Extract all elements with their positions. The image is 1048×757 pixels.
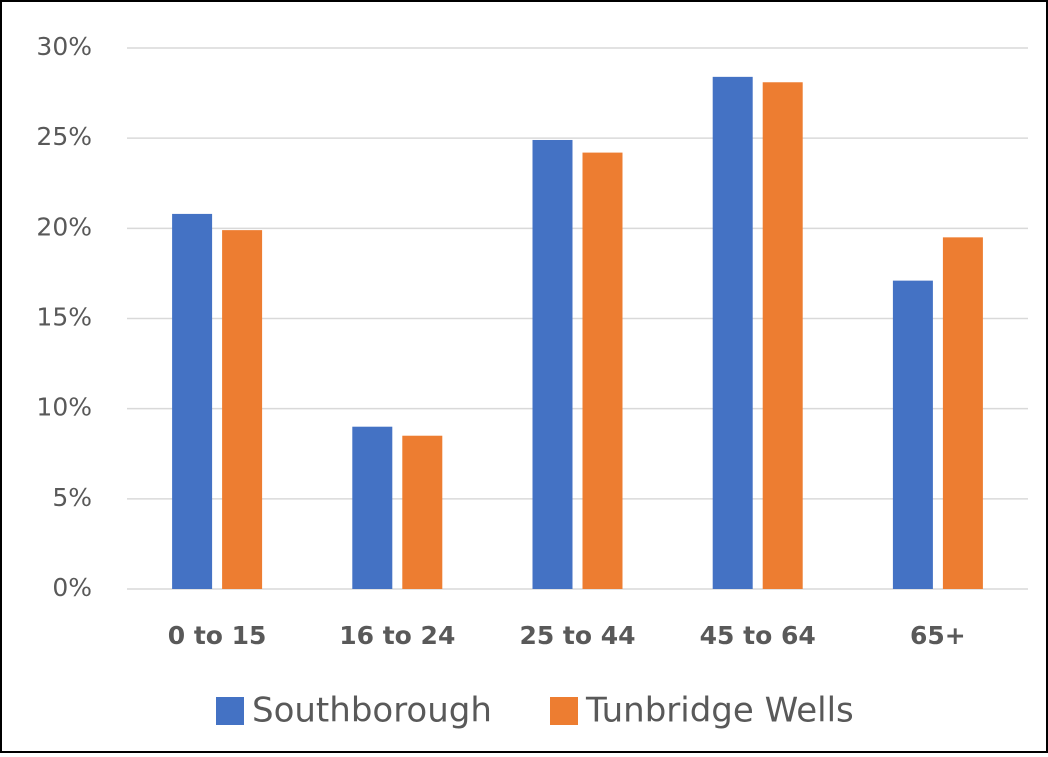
legend-label: Tunbridge Wells xyxy=(585,691,854,731)
bar xyxy=(762,82,803,589)
y-tick-label: 10% xyxy=(36,393,92,422)
y-tick-label: 20% xyxy=(36,212,92,241)
bar xyxy=(402,435,443,589)
bar xyxy=(582,152,623,590)
bar xyxy=(942,237,983,589)
y-tick-label: 25% xyxy=(36,122,92,151)
bar xyxy=(532,139,573,589)
y-tick-label: 0% xyxy=(52,573,92,602)
y-tick-label: 30% xyxy=(36,32,92,61)
legend-label: Southborough xyxy=(252,691,492,731)
y-tick-label: 15% xyxy=(36,303,92,332)
legend-swatch xyxy=(216,697,244,725)
x-tick-label: 0 to 15 xyxy=(168,621,267,650)
x-tick-label: 65+ xyxy=(910,621,966,650)
x-tick-label: 16 to 24 xyxy=(339,621,455,650)
bar xyxy=(892,280,933,589)
x-tick-label: 45 to 64 xyxy=(700,621,816,650)
bar xyxy=(352,426,393,589)
y-tick-label: 5% xyxy=(52,483,92,512)
legend-swatch xyxy=(550,697,578,725)
bar xyxy=(172,213,213,589)
bar xyxy=(712,76,753,589)
bar xyxy=(222,230,263,590)
x-tick-label: 25 to 44 xyxy=(519,621,635,650)
